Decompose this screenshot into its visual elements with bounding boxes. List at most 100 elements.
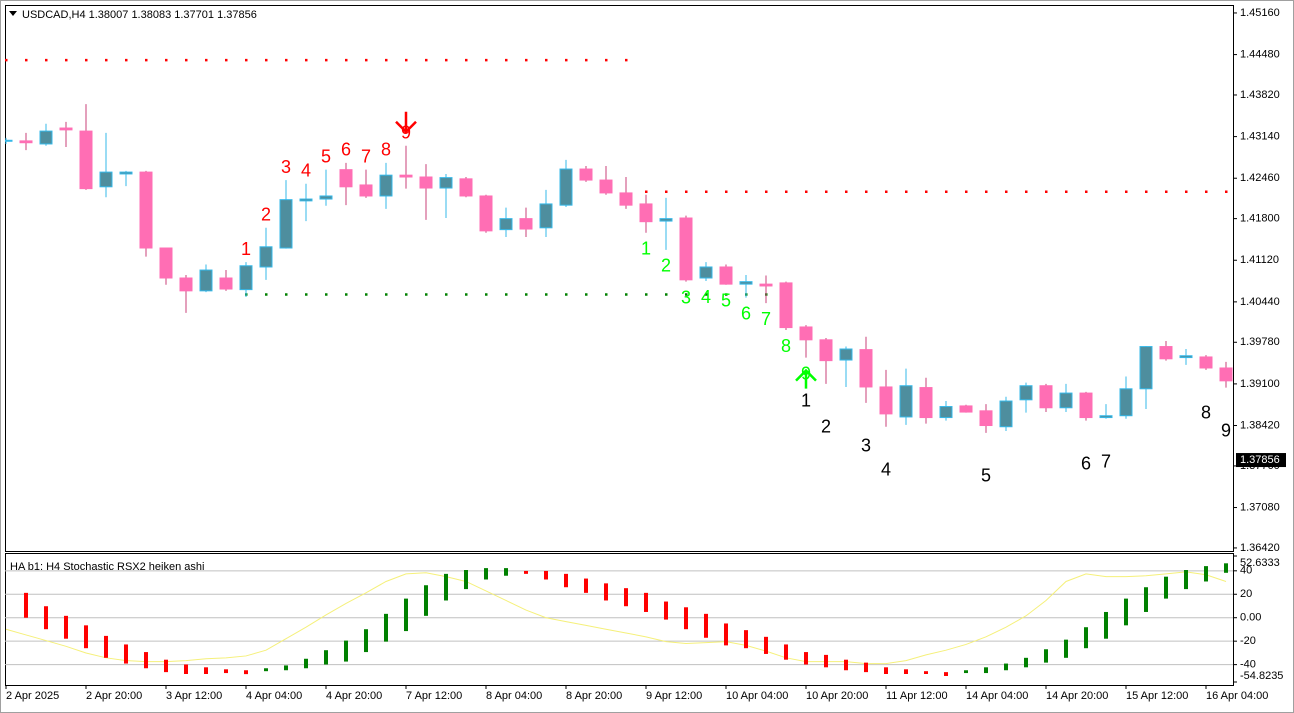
last-price-label: 1.37856 bbox=[1240, 454, 1280, 466]
candle-body bbox=[1079, 392, 1093, 419]
y-tick-label: 1.38420 bbox=[1240, 419, 1280, 431]
candle-body bbox=[939, 406, 953, 419]
x-tick-label: 16 Apr 04:00 bbox=[1206, 690, 1268, 702]
candle-body bbox=[559, 168, 573, 206]
candle-body bbox=[799, 326, 813, 341]
y-tick-label: 52.6333 bbox=[1240, 557, 1280, 569]
candle-body bbox=[339, 169, 353, 188]
y-tick-label: 1.45160 bbox=[1240, 7, 1280, 19]
sequence-label: 3 bbox=[681, 287, 691, 307]
y-tick-label: 1.39100 bbox=[1240, 378, 1280, 390]
sequence-label: 4 bbox=[881, 459, 891, 479]
x-tick-label: 8 Apr 04:00 bbox=[486, 690, 542, 702]
candle-body bbox=[159, 247, 173, 279]
candle-body bbox=[819, 339, 833, 362]
candle-body bbox=[139, 171, 153, 249]
sequence-label: 2 bbox=[261, 205, 271, 225]
candle-body bbox=[499, 218, 513, 231]
candle-body bbox=[39, 130, 53, 145]
sequence-label: 2 bbox=[821, 417, 831, 437]
candle-body bbox=[919, 387, 933, 419]
candle-body bbox=[899, 385, 913, 418]
indicator-plot-frame bbox=[5, 553, 1234, 686]
candle-body bbox=[379, 174, 393, 197]
sequence-label: 8 bbox=[1201, 403, 1211, 423]
candle-body bbox=[79, 130, 93, 190]
sequence-label: 1 bbox=[241, 239, 251, 259]
candle-body bbox=[299, 198, 313, 202]
y-tick-label: -54.8235 bbox=[1240, 670, 1283, 682]
sequence-label: 3 bbox=[861, 436, 871, 456]
x-tick-label: 15 Apr 12:00 bbox=[1126, 690, 1188, 702]
candle-body bbox=[959, 405, 973, 413]
x-tick-label: 3 Apr 12:00 bbox=[166, 690, 222, 702]
candle-body bbox=[119, 171, 133, 175]
sequence-label: 7 bbox=[761, 309, 771, 329]
y-tick-label: 1.43820 bbox=[1240, 89, 1280, 101]
candle-body bbox=[839, 348, 853, 361]
sequence-label: 7 bbox=[1101, 452, 1111, 472]
x-tick-label: 11 Apr 12:00 bbox=[886, 690, 948, 702]
y-tick-label: 20 bbox=[1240, 588, 1252, 600]
candle-body bbox=[1159, 346, 1173, 360]
candle-body bbox=[659, 218, 673, 222]
candle-body bbox=[359, 184, 373, 197]
candle-body bbox=[859, 349, 873, 388]
candle-body bbox=[519, 218, 533, 230]
sell-arrow bbox=[395, 111, 417, 134]
candle-body bbox=[219, 277, 233, 290]
sequence-label: 4 bbox=[301, 160, 311, 180]
candle-body bbox=[1199, 356, 1213, 369]
sequence-label: 9 bbox=[1221, 420, 1231, 440]
candle-body bbox=[199, 269, 213, 292]
candle-body bbox=[539, 203, 553, 229]
candle-body bbox=[419, 176, 433, 189]
y-tick-label: 1.41120 bbox=[1240, 254, 1279, 266]
candle-body bbox=[1099, 415, 1113, 419]
candle-body bbox=[1119, 388, 1133, 417]
sequence-label: 6 bbox=[741, 303, 751, 323]
last-price-box bbox=[1236, 453, 1286, 468]
x-tick-label: 7 Apr 12:00 bbox=[406, 690, 462, 702]
y-tick-label: 1.41800 bbox=[1240, 213, 1280, 225]
candle-body bbox=[319, 195, 333, 200]
candle-body bbox=[239, 265, 253, 291]
candle-body bbox=[439, 177, 453, 189]
candle-body bbox=[179, 277, 193, 292]
x-tick-label: 10 Apr 20:00 bbox=[806, 690, 868, 702]
candle-body bbox=[879, 386, 893, 415]
candle-body bbox=[1039, 385, 1053, 409]
y-tick-label: 1.39780 bbox=[1240, 336, 1280, 348]
sequence-label: 4 bbox=[701, 287, 711, 307]
candle-body bbox=[1179, 355, 1193, 359]
candle-body bbox=[739, 281, 753, 285]
x-tick-label: 9 Apr 12:00 bbox=[646, 690, 702, 702]
sequence-label: 5 bbox=[981, 466, 991, 486]
candle-body bbox=[1059, 392, 1073, 409]
candle-body bbox=[759, 283, 773, 287]
sequence-label: 1 bbox=[801, 390, 811, 410]
symbol-menu-icon[interactable] bbox=[9, 11, 17, 16]
candle-body bbox=[99, 171, 113, 188]
x-tick-label: 10 Apr 04:00 bbox=[726, 690, 788, 702]
candle-body bbox=[699, 266, 713, 279]
x-tick-label: 2 Apr 2025 bbox=[6, 690, 59, 702]
candle-body bbox=[619, 192, 633, 206]
sequence-label: 5 bbox=[321, 146, 331, 166]
y-tick-label: 1.40440 bbox=[1240, 296, 1280, 308]
candle-body bbox=[279, 199, 293, 249]
y-tick-label: 40 bbox=[1240, 565, 1252, 577]
candle-body bbox=[639, 203, 653, 223]
candle-body bbox=[5, 139, 13, 142]
x-tick-label: 2 Apr 20:00 bbox=[86, 690, 142, 702]
candle-body bbox=[979, 410, 993, 427]
sequence-label: 2 bbox=[661, 256, 671, 276]
chart-title: USDCAD,H4 1.38007 1.38083 1.37701 1.3785… bbox=[22, 9, 257, 21]
sequence-label: 8 bbox=[381, 140, 391, 160]
candle-body bbox=[679, 217, 693, 281]
y-tick-label: 1.37080 bbox=[1240, 501, 1280, 513]
y-tick-label: -20 bbox=[1240, 635, 1256, 647]
